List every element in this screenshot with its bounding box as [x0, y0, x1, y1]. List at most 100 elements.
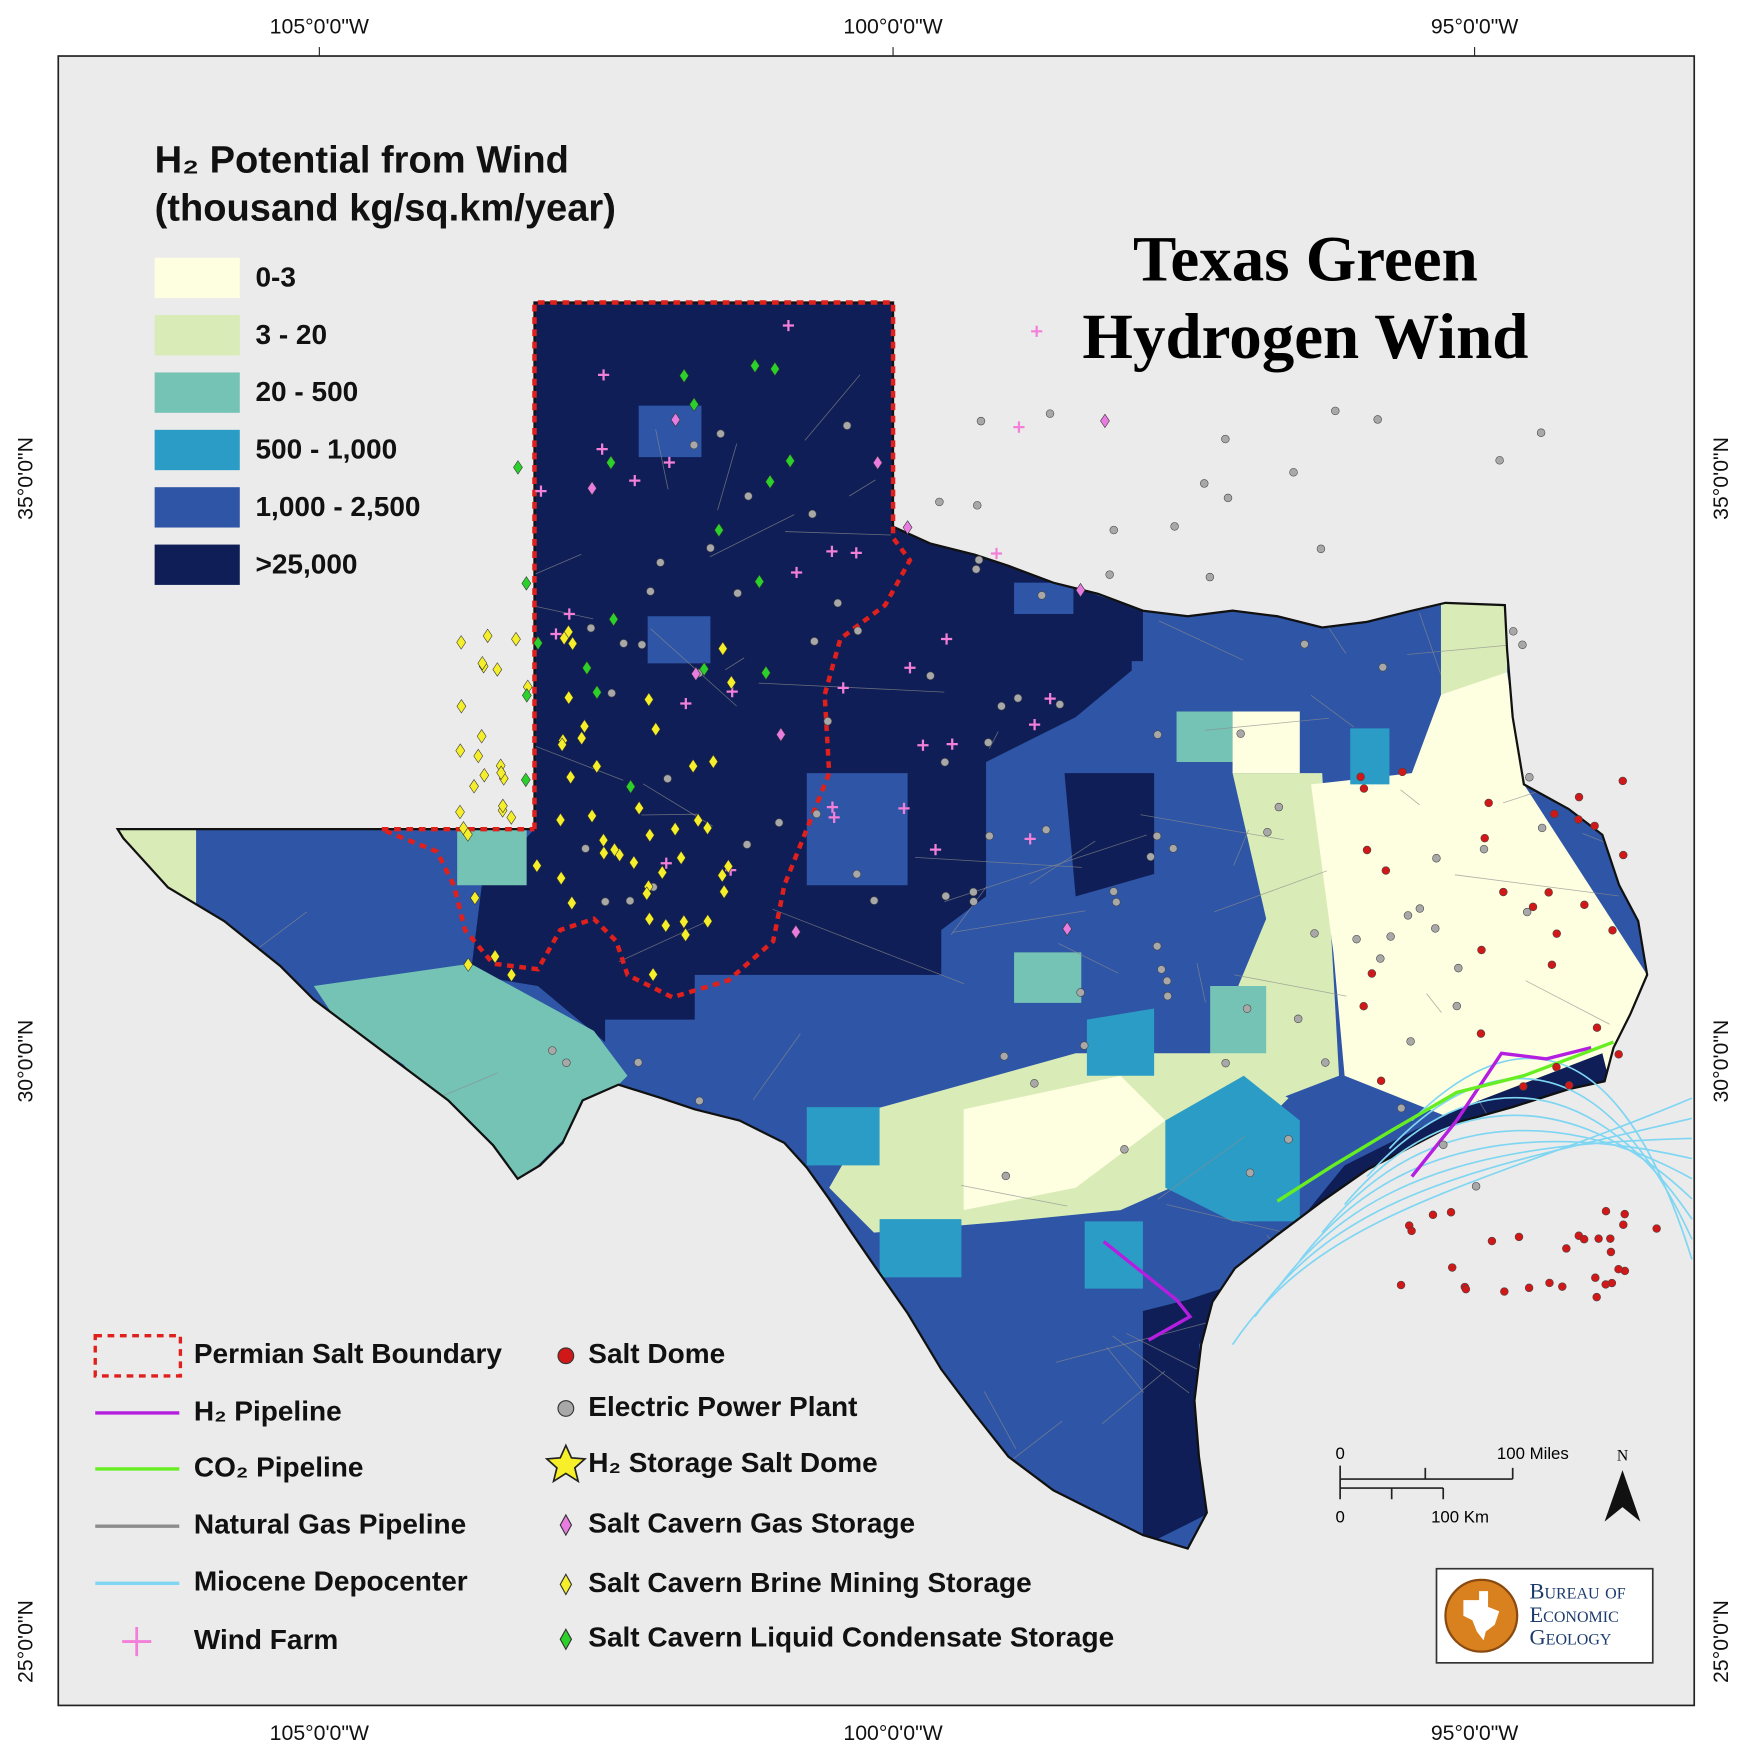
point-feature [810, 637, 819, 646]
point-feature [976, 416, 986, 426]
gas-pipeline [1102, 1370, 1166, 1424]
point-feature [576, 730, 587, 746]
legend-label: >25,000 [255, 548, 357, 579]
point-feature [1316, 544, 1326, 554]
point-feature [1378, 663, 1388, 672]
point-feature [1221, 434, 1230, 444]
point-feature [997, 701, 1006, 711]
point-feature [1524, 1283, 1534, 1293]
logo: Bureau of Economic Geology [1435, 1567, 1654, 1664]
legend-label: H₂ Pipeline [194, 1395, 342, 1426]
gas-pipeline [952, 910, 1086, 933]
point-feature [1013, 693, 1023, 703]
point-feature [1484, 798, 1493, 808]
point-feature [598, 832, 609, 848]
point-feature [676, 850, 686, 866]
point-feature [917, 739, 929, 751]
latitude-label: 35°0'0"N [1709, 437, 1733, 520]
gas-pipeline [650, 628, 737, 707]
point-feature [582, 660, 592, 676]
region [1440, 593, 1508, 695]
gas-pipeline [655, 429, 669, 490]
latitude-label: 30°0'0"N [1709, 1020, 1733, 1103]
point-feature [1620, 1209, 1629, 1219]
point-feature [473, 748, 484, 764]
point-feature [1359, 784, 1369, 793]
north-arrow [1604, 1470, 1641, 1522]
point-feature [1331, 406, 1340, 416]
point-feature [1652, 1224, 1661, 1233]
point-feature [1376, 954, 1385, 963]
map-title: Texas Green [1133, 223, 1478, 295]
point-feature [717, 868, 728, 883]
point-feature [1397, 1103, 1406, 1113]
legend-label: Natural Gas Pipeline [194, 1509, 466, 1540]
point-feature [974, 555, 984, 565]
point-feature [1146, 852, 1155, 862]
point-feature [1163, 991, 1172, 1001]
point-feature [1479, 844, 1489, 854]
point-feature [532, 858, 542, 873]
point-feature [1362, 845, 1372, 855]
point-feature [1031, 325, 1043, 337]
point-feature [691, 666, 701, 682]
point-feature [1162, 976, 1172, 986]
scale-bar: 0 100 Miles 0 100 Km N [1335, 1444, 1641, 1527]
scale-label: 100 Km [1431, 1508, 1489, 1527]
point-feature [1406, 1037, 1415, 1046]
point-feature [660, 918, 671, 933]
point-feature [1153, 730, 1162, 739]
point-feature [1300, 640, 1309, 649]
point-feature [828, 811, 840, 823]
point-feature [477, 656, 488, 671]
point-feature [1471, 1182, 1481, 1191]
point-feature [1439, 1140, 1448, 1149]
longitude-label: 105°0'0"W [270, 15, 369, 39]
point-feature [929, 844, 942, 856]
miocene-contour [1299, 1140, 1693, 1262]
point-feature [1525, 773, 1534, 782]
gas-pipeline [1407, 643, 1520, 655]
point-feature [1028, 719, 1041, 731]
point-feature [969, 897, 978, 906]
point-feature [1403, 911, 1413, 920]
point-feature [1592, 1292, 1601, 1302]
point-feature [498, 798, 508, 814]
point-feature [1500, 1287, 1509, 1296]
gas-pipeline [618, 919, 711, 963]
point-feature [1431, 924, 1440, 933]
point-feature [1514, 1232, 1524, 1242]
point-feature [833, 598, 842, 608]
point-feature [490, 949, 500, 964]
point-feature [559, 630, 569, 646]
point-feature [1075, 582, 1086, 598]
gas-pipeline [717, 443, 738, 511]
gas-pipeline [1213, 870, 1328, 913]
point-feature [1536, 428, 1546, 437]
point-feature [742, 840, 752, 849]
point-feature [1558, 1282, 1567, 1291]
legend-symbol [544, 1443, 587, 1484]
point-feature [456, 635, 466, 650]
point-feature [1477, 945, 1486, 955]
point-feature [1545, 1278, 1554, 1288]
region [879, 1219, 962, 1278]
point-feature [688, 758, 698, 774]
point-feature [1284, 1135, 1293, 1144]
point-feature [1109, 887, 1118, 896]
point-feature [670, 821, 680, 837]
point-feature [1352, 934, 1361, 944]
point-feature [1592, 1023, 1602, 1032]
point-feature [837, 682, 849, 694]
miocene-contour [1388, 1077, 1693, 1240]
point-feature [1245, 1168, 1255, 1178]
point-feature [1076, 988, 1085, 997]
gas-pipeline [1418, 612, 1442, 675]
scale-label: 0 [1335, 1444, 1344, 1463]
region [1131, 661, 1188, 695]
point-feature [1223, 493, 1233, 503]
point-feature [699, 661, 709, 677]
point-feature [1509, 627, 1518, 636]
point-feature [823, 717, 833, 726]
latitude-label: 25°0'0"N [14, 1600, 38, 1683]
